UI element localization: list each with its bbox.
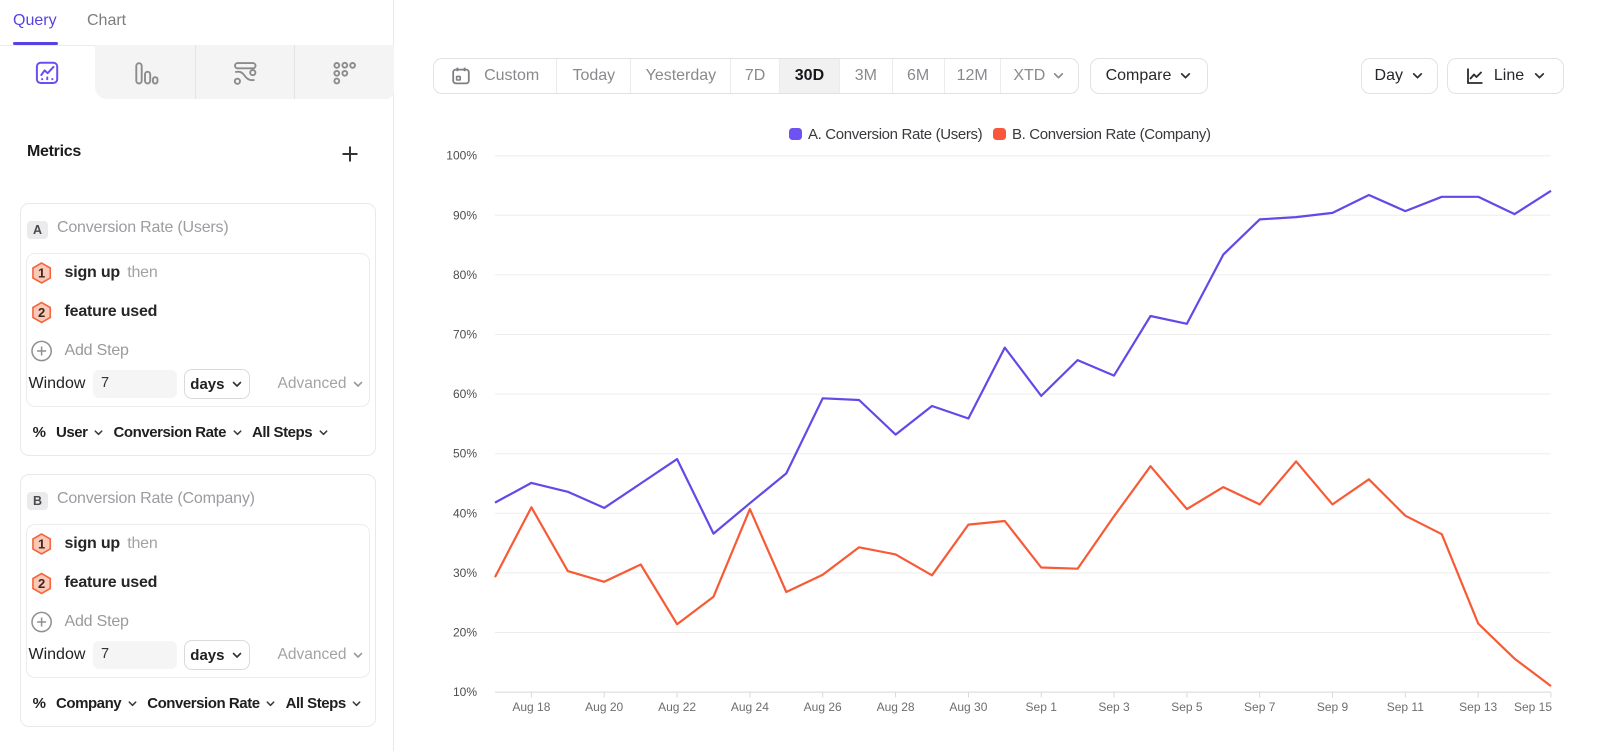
svg-text:80%: 80%	[453, 268, 477, 282]
svg-text:Aug 30: Aug 30	[949, 700, 987, 714]
svg-text:90%: 90%	[453, 208, 477, 222]
svg-text:70%: 70%	[453, 328, 477, 342]
svg-text:1: 1	[38, 536, 45, 551]
svg-text:Aug 28: Aug 28	[877, 700, 915, 714]
svg-text:20%: 20%	[453, 626, 477, 640]
svg-text:Sep 13: Sep 13	[1459, 700, 1497, 714]
svg-text:Sep 15: Sep 15	[1514, 700, 1552, 714]
svg-text:Aug 20: Aug 20	[585, 700, 623, 714]
svg-text:Aug 22: Aug 22	[658, 700, 696, 714]
svg-text:100%: 100%	[446, 149, 477, 163]
svg-text:40%: 40%	[453, 506, 477, 520]
svg-text:2: 2	[38, 576, 45, 591]
svg-text:10%: 10%	[453, 685, 477, 699]
svg-text:Sep 11: Sep 11	[1387, 700, 1424, 714]
svg-text:Sep 5: Sep 5	[1171, 700, 1203, 714]
svg-text:1: 1	[38, 265, 45, 280]
svg-text:Sep 3: Sep 3	[1098, 700, 1130, 714]
svg-text:Aug 24: Aug 24	[731, 700, 769, 714]
svg-text:60%: 60%	[453, 387, 477, 401]
svg-text:2: 2	[38, 305, 45, 320]
svg-text:50%: 50%	[453, 447, 477, 461]
svg-text:Aug 26: Aug 26	[804, 700, 842, 714]
svg-text:30%: 30%	[453, 566, 477, 580]
svg-text:Sep 7: Sep 7	[1244, 700, 1276, 714]
svg-text:Sep 1: Sep 1	[1026, 700, 1058, 714]
svg-text:Aug 18: Aug 18	[512, 700, 550, 714]
svg-text:Sep 9: Sep 9	[1317, 700, 1349, 714]
